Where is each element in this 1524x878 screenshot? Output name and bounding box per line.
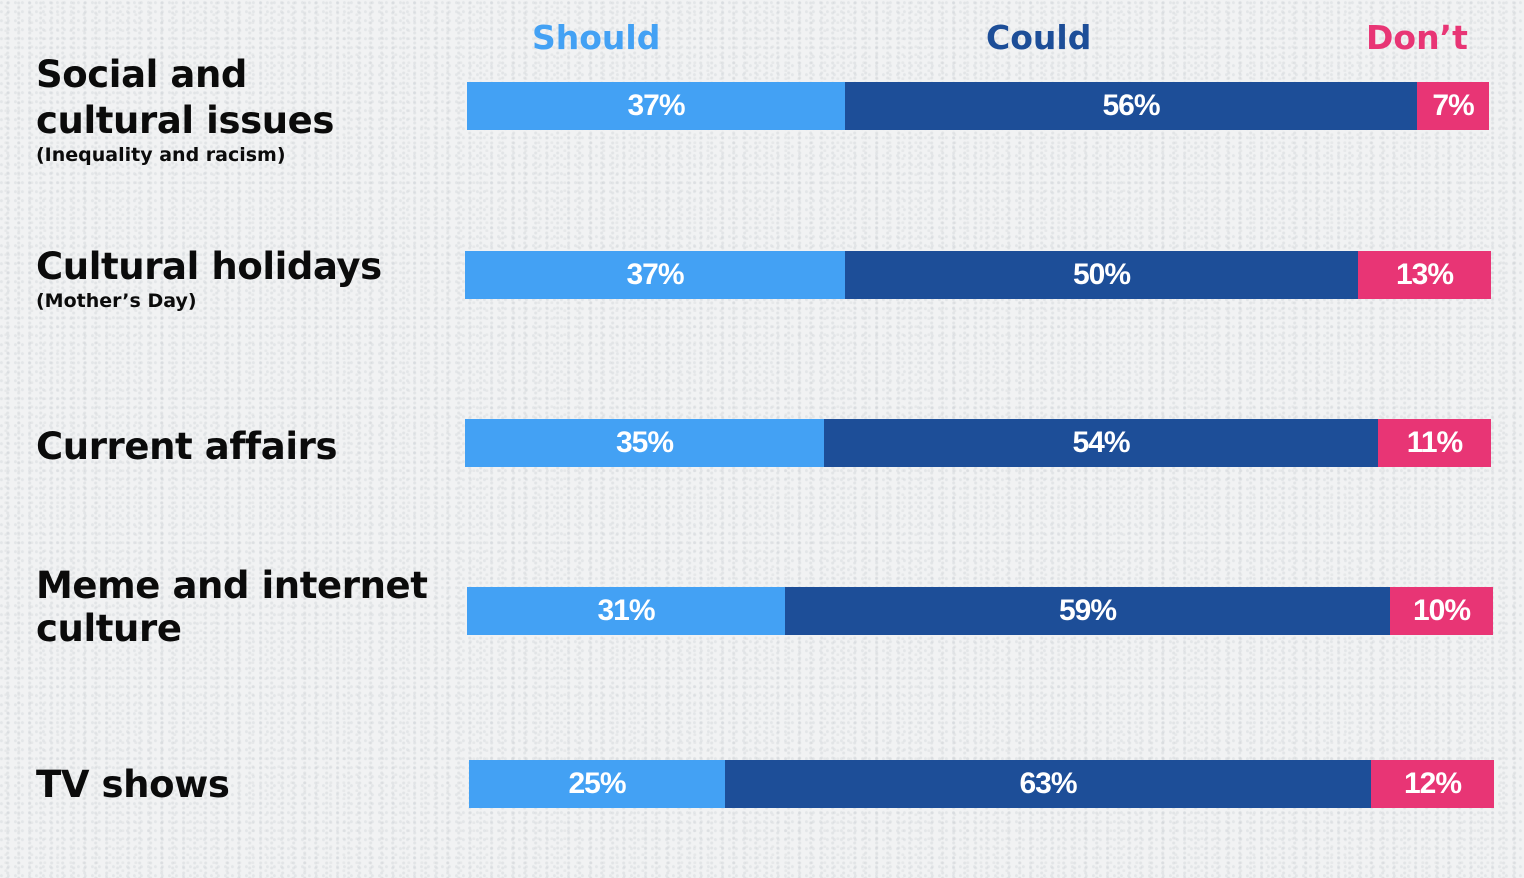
category-title-1: Social and cultural issues (Inequality a…	[36, 52, 366, 166]
category-title-text: Current affairs	[36, 425, 338, 468]
stacked-bar-1: 37% 56% 7%	[467, 82, 1489, 130]
category-title-2: Cultural holidays (Mother’s Day)	[36, 244, 382, 312]
data-label: 59%	[1058, 594, 1117, 627]
stacked-bar-2: 37% 50% 13%	[465, 251, 1491, 299]
bar-segment-should: 31%	[467, 587, 785, 635]
bar-segment-could: 50%	[845, 251, 1358, 299]
data-label: 37%	[627, 89, 685, 122]
data-label: 11%	[1406, 426, 1463, 459]
category-subtitle: (Mother’s Day)	[36, 290, 197, 312]
bar-segment-dont: 10%	[1390, 587, 1493, 635]
bar-segment-could: 54%	[824, 419, 1378, 467]
data-label: 12%	[1403, 767, 1462, 800]
data-label: 10%	[1412, 594, 1471, 627]
data-label: 50%	[1072, 258, 1131, 291]
category-title-text: TV shows	[36, 763, 230, 806]
bar-segment-dont: 11%	[1378, 419, 1491, 467]
legend-dont: Don’t	[1366, 18, 1468, 57]
data-label: 56%	[1102, 89, 1160, 122]
data-label: 35%	[615, 426, 674, 459]
category-subtitle: (Inequality and racism)	[36, 144, 286, 166]
data-label: 37%	[626, 258, 684, 291]
bar-segment-dont: 7%	[1417, 82, 1489, 130]
category-title-3: Current affairs	[36, 424, 337, 470]
data-label: 13%	[1395, 258, 1454, 291]
bar-segment-could: 56%	[845, 82, 1417, 130]
stacked-bar-5: 25% 63% 12%	[469, 760, 1494, 808]
category-title-text: Social and cultural issues	[36, 53, 334, 142]
bar-segment-should: 37%	[467, 82, 845, 130]
data-label: 54%	[1072, 426, 1130, 459]
category-title-text: Cultural holidays	[36, 245, 382, 288]
legend-should: Should	[532, 18, 661, 57]
data-label: 31%	[597, 594, 655, 627]
category-title-text: Meme and internet culture	[36, 564, 428, 650]
stacked-bar-3: 35% 54% 11%	[465, 419, 1491, 467]
bar-segment-should: 35%	[465, 419, 824, 467]
bar-segment-dont: 13%	[1358, 251, 1491, 299]
category-title-4: Meme and internet culture	[36, 564, 436, 650]
bar-segment-dont: 12%	[1371, 760, 1494, 808]
bar-segment-could: 63%	[725, 760, 1371, 808]
data-label: 7%	[1432, 89, 1474, 122]
category-title-5: TV shows	[36, 762, 230, 808]
bar-segment-could: 59%	[785, 587, 1390, 635]
bar-segment-should: 37%	[465, 251, 845, 299]
legend-could: Could	[986, 18, 1092, 57]
stacked-bar-4: 31% 59% 10%	[467, 587, 1493, 635]
data-label: 25%	[568, 767, 626, 800]
bar-segment-should: 25%	[469, 760, 725, 808]
data-label: 63%	[1019, 767, 1077, 800]
